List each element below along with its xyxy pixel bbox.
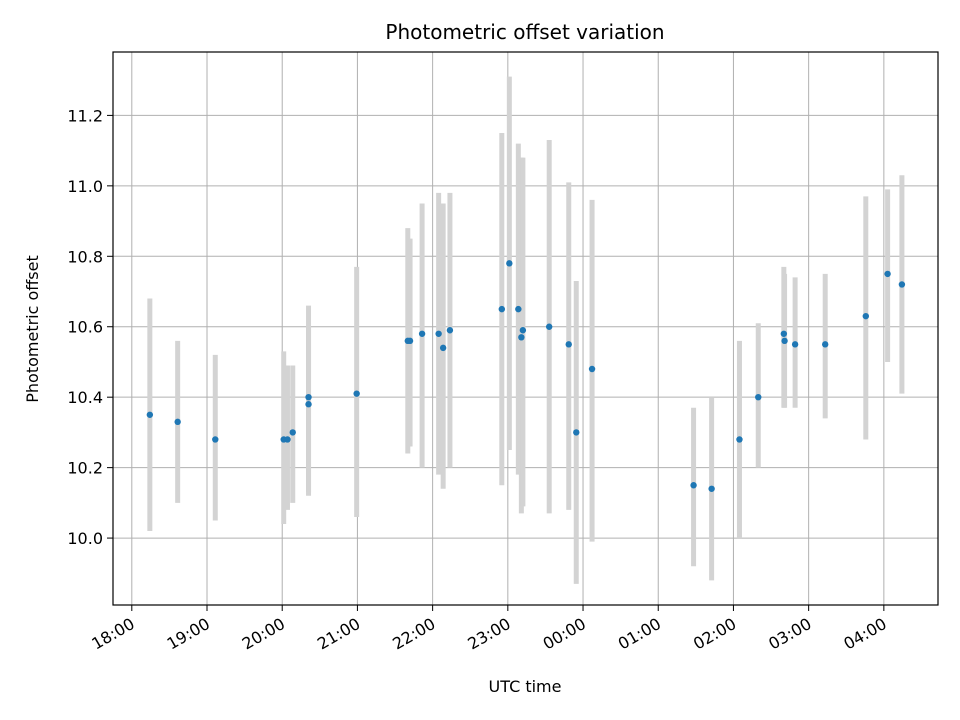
data-points <box>146 260 906 492</box>
data-point <box>690 482 697 489</box>
data-point <box>862 312 870 320</box>
data-point <box>498 305 506 313</box>
y-tick-label: 11.2 <box>67 106 103 125</box>
data-point <box>506 260 513 267</box>
data-point <box>305 401 312 408</box>
data-point <box>305 393 312 401</box>
data-point <box>289 429 296 436</box>
y-tick-label: 10.0 <box>67 529 103 548</box>
data-point <box>518 334 525 341</box>
data-point <box>780 330 788 337</box>
data-point <box>439 344 447 352</box>
y-tick-label: 10.2 <box>67 459 103 478</box>
data-point <box>898 281 906 288</box>
data-point <box>418 330 426 337</box>
data-point <box>755 393 762 401</box>
data-point <box>884 270 891 278</box>
data-point <box>515 305 522 313</box>
data-point <box>146 411 154 418</box>
chart-title: Photometric offset variation <box>385 20 664 44</box>
plot-frame <box>112 51 939 606</box>
data-point <box>284 436 291 443</box>
y-axis-ticks: 10.0 10.2 10.4 10.6 10.8 11.0 11.2 <box>67 106 113 548</box>
data-point <box>545 323 553 330</box>
data-point <box>353 390 360 397</box>
y-tick-label: 11.0 <box>67 177 103 196</box>
data-point <box>435 330 442 337</box>
data-point <box>519 327 527 334</box>
data-point <box>708 485 715 492</box>
y-tick-label: 10.6 <box>67 318 103 337</box>
data-point <box>736 436 743 443</box>
data-point <box>406 337 414 345</box>
data-point <box>821 341 829 348</box>
data-point <box>446 327 454 334</box>
y-tick-label: 10.4 <box>67 388 103 407</box>
data-point <box>791 341 799 348</box>
data-point <box>565 341 572 348</box>
y-tick-label: 10.8 <box>67 247 103 266</box>
data-point <box>174 418 181 426</box>
data-point <box>588 365 596 373</box>
data-point <box>573 429 580 436</box>
data-point <box>212 436 219 443</box>
x-axis-label: UTC time <box>489 677 562 696</box>
y-axis-label: Photometric offset <box>23 255 42 403</box>
data-point <box>781 337 788 345</box>
